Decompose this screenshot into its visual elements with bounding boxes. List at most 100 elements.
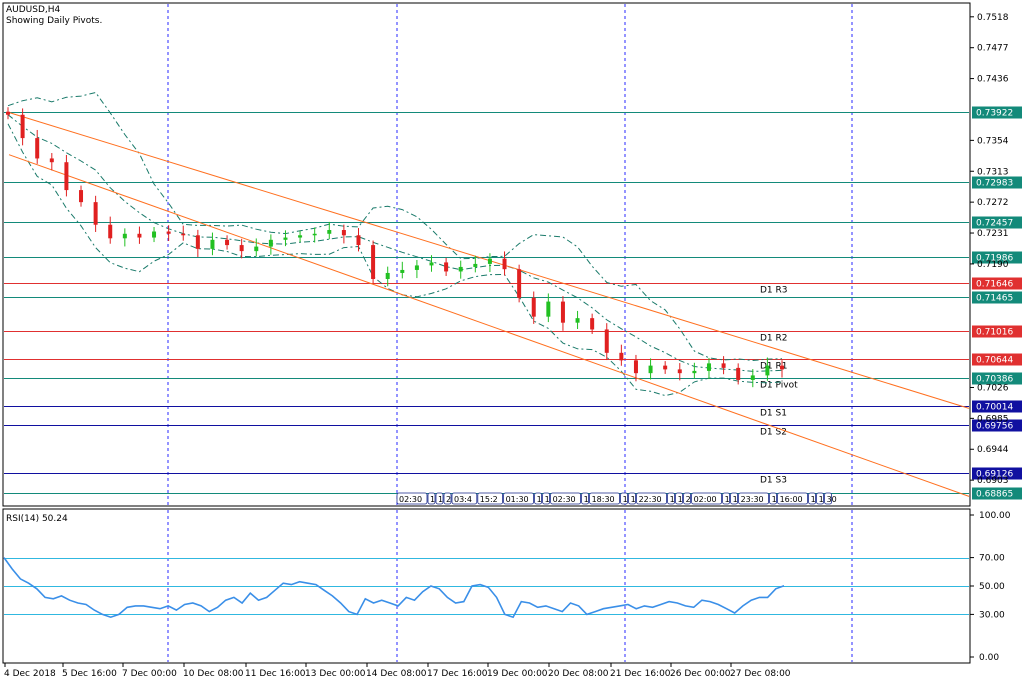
candle-body-7 [108, 224, 113, 239]
session-box-0 [396, 492, 428, 505]
session-box-7 [534, 492, 542, 505]
time-label-1: 5 Dec 16:00 [62, 669, 117, 679]
session-box-25 [816, 492, 824, 505]
candle-body-0 [6, 111, 10, 115]
candle-body-3 [49, 158, 54, 163]
price-tag-bg-11 [972, 467, 1022, 480]
session-label-18: 02:00 [694, 495, 717, 504]
price-tick-label-9: 0.6985 [977, 414, 1009, 424]
session-box-5 [477, 492, 503, 505]
candle-body-40 [590, 318, 595, 330]
session-box-21 [738, 492, 769, 505]
candle-body-21 [312, 233, 317, 236]
price-tick-label-1: 0.7477 [977, 44, 1009, 54]
session-box-13 [628, 492, 636, 505]
price-tag-12: 0.68865 [976, 490, 1013, 500]
candle-body-12 [181, 233, 186, 236]
price-tag-bg-4 [972, 277, 1022, 290]
candle-body-34 [502, 258, 507, 270]
price-tag-bg-1 [972, 176, 1022, 189]
price-tag-bg-7 [972, 353, 1022, 366]
session-box-19 [722, 492, 730, 505]
rsi-tick-label-3: 30.00 [979, 610, 1005, 620]
price-tag-bg-10 [972, 419, 1022, 432]
price-tag-6: 0.71016 [976, 328, 1013, 338]
candle-body-42 [619, 352, 624, 361]
candle-body-2 [35, 138, 40, 159]
price-tag-bg-8 [972, 372, 1022, 385]
time-label-2: 7 Dec 00:00 [122, 669, 177, 679]
candle-body-6 [93, 202, 98, 225]
price-tag-bg-9 [972, 400, 1022, 413]
price-tag-0: 0.73922 [976, 109, 1013, 119]
session-label-20: 1 [733, 495, 738, 504]
price-tick-label-3: 0.7354 [977, 136, 1009, 146]
price-tick-label-4: 0.7313 [977, 167, 1009, 177]
rsi-tick-label-1: 70.00 [979, 554, 1005, 564]
candle-body-49 [721, 363, 726, 368]
candle-body-14 [210, 239, 215, 249]
session-label-11: 18:30 [592, 495, 615, 504]
session-box-12 [620, 492, 628, 505]
price-tag-bg-6 [972, 325, 1022, 338]
time-label-0: 4 Dec 2018 [4, 669, 56, 679]
price-tick-label-6: 0.7231 [977, 229, 1009, 239]
session-label-15: 1 [670, 495, 675, 504]
session-box-22 [769, 492, 777, 505]
band-upper [7, 91, 783, 362]
candle-body-30 [444, 262, 449, 272]
candle-body-19 [283, 237, 288, 240]
session-label-17: 2 [686, 495, 691, 504]
session-box-15 [667, 492, 675, 505]
session-label-10: 1 [584, 495, 589, 504]
candlesticks[interactable] [6, 107, 784, 388]
candle-body-46 [677, 369, 682, 374]
session-label-0: 02:30 [399, 495, 422, 504]
price-tag-9: 0.70014 [976, 403, 1013, 413]
time-axis: 4 Dec 2018 5 Dec 16:00 7 Dec 00:00 10 Dec 0… [4, 663, 791, 679]
session-label-22: 1 [772, 495, 777, 504]
session-box-11 [589, 492, 620, 505]
price-tick-label-10: 0.6944 [977, 445, 1009, 455]
bollinger-bands [7, 91, 783, 397]
session-label-27: 30 [827, 495, 837, 504]
price-tick-label-8: 0.7026 [977, 383, 1009, 393]
price-tag-bg-2 [972, 216, 1022, 229]
session-label-21: 23:30 [741, 495, 764, 504]
candle-body-23 [341, 230, 346, 236]
session-label-3: 2 [446, 495, 451, 504]
session-label-19: 1 [725, 495, 730, 504]
candle-body-27 [400, 269, 405, 273]
price-tag-bg-3 [972, 251, 1022, 264]
rsi-tick-label-4: 0.00 [979, 653, 999, 663]
price-tag-3: 0.71986 [976, 254, 1013, 264]
price-tag-8: 0.70386 [976, 375, 1013, 385]
price-tick-label-0: 0.7518 [977, 13, 1009, 23]
session-box-18 [691, 492, 722, 505]
pivot-label-10: D1 S2 [760, 428, 787, 438]
price-tag-bg-12 [972, 487, 1022, 500]
pivot-label-6: D1 R2 [760, 334, 788, 344]
price-tag-10: 0.69756 [976, 422, 1013, 432]
session-label-6: 01:30 [506, 495, 529, 504]
candle-body-45 [663, 365, 668, 370]
candle-body-32 [473, 263, 478, 267]
pivot-subtitle: Showing Daily Pivots. [6, 16, 102, 26]
candle-body-35 [517, 269, 522, 298]
price-tick-label-5: 0.7272 [977, 198, 1009, 208]
candle-body-52 [765, 365, 770, 376]
time-label-6: 14 Dec 08:00 [366, 669, 427, 679]
time-label-9: 20 Dec 08:00 [548, 669, 609, 679]
price-tick-label-7: 0.7190 [977, 260, 1009, 270]
candle-body-17 [254, 246, 259, 252]
session-label-2: 1 [438, 495, 443, 504]
time-label-11: 26 Dec 00:00 [670, 669, 731, 679]
candle-body-29 [429, 262, 434, 266]
session-box-9 [550, 492, 581, 505]
candle-body-11 [166, 231, 171, 234]
session-box-8 [542, 492, 550, 505]
session-label-25: 1 [819, 495, 824, 504]
candle-body-44 [648, 365, 653, 374]
candle-body-9 [137, 233, 142, 238]
